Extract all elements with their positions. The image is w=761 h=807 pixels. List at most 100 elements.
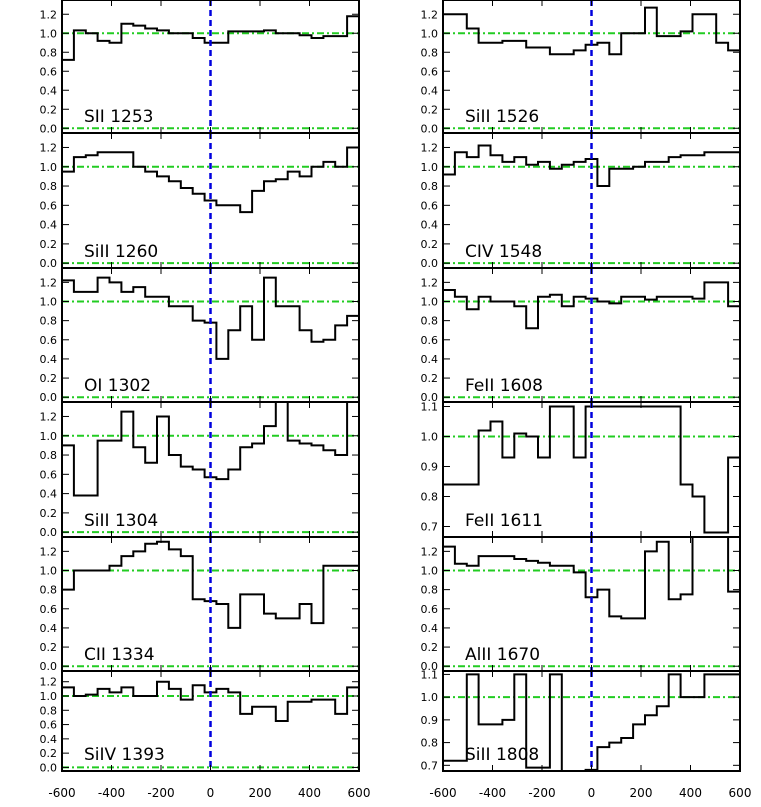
y-tick-label: 0.2 [40, 103, 58, 116]
y-tick-label: 0.4 [421, 219, 439, 232]
y-tick-label: 0.4 [421, 622, 439, 635]
y-tick-label: 0.8 [40, 180, 58, 193]
y-tick-label: 0.4 [40, 353, 58, 366]
y-tick-label: 0.4 [40, 84, 58, 97]
y-tick-label: 0.4 [40, 733, 58, 746]
x-tick-label: 200 [249, 786, 272, 800]
panel-feii-1611: 0.7 0.8 0.9 1.0 1.1 FeII 1611 [421, 401, 741, 538]
y-tick-label: 1.1 [421, 401, 439, 414]
x-tick-label: 0 [588, 786, 596, 800]
y-tick-label: 1.0 [40, 296, 58, 309]
y-tick-label: 1.2 [421, 276, 439, 289]
x-tick-label: -600 [48, 786, 75, 800]
panel-siii-1304: 0.0 0.2 0.4 0.6 0.8 1.0 1.2 SiII 1304 [40, 401, 360, 539]
panel-label: SiIV 1393 [84, 745, 165, 765]
y-tick-label: 0.0 [40, 761, 58, 774]
y-tick-label: 0.0 [40, 257, 58, 270]
panel-alii-1670: 0.0 0.2 0.4 0.6 0.8 1.0 1.2 AlII 1670 [421, 536, 741, 673]
panel-oi-1302: 0.0 0.2 0.4 0.6 0.8 1.0 1.2 OI 1302 [40, 267, 360, 404]
y-tick-label: 1.0 [40, 430, 58, 443]
spectrum-line [443, 281, 740, 330]
panel-sii-1253: 0.0 0.2 0.4 0.6 0.8 1.0 1.2 SII 1253 [40, 0, 360, 135]
y-tick-label: 1.2 [421, 545, 439, 558]
y-tick-label: 0.6 [40, 603, 58, 616]
panel-label: FeII 1608 [465, 376, 543, 396]
y-tick-label: 0.2 [40, 238, 58, 251]
y-tick-label: 0.8 [421, 491, 439, 504]
y-tick-label: 0.2 [421, 238, 439, 251]
y-tick-label: 0.8 [421, 180, 439, 193]
y-tick-label: 0.6 [421, 334, 439, 347]
y-tick-label: 0.4 [40, 219, 58, 232]
spectrum-line [62, 540, 359, 629]
y-tick-label: 1.2 [40, 676, 58, 689]
x-tick-label: 600 [729, 786, 752, 800]
y-tick-label: 0.6 [40, 468, 58, 481]
spectrum-line [443, 405, 740, 534]
y-tick-label: 1.0 [421, 431, 439, 444]
y-tick-label: 0.4 [421, 353, 439, 366]
y-tick-label: 0.0 [421, 660, 439, 673]
panel-cii-1334: 0.0 0.2 0.4 0.6 0.8 1.0 1.2 CII 1334 [40, 536, 360, 673]
y-tick-label: 1.2 [421, 8, 439, 21]
y-tick-label: 0.8 [40, 584, 58, 597]
panel-civ-1548: 0.0 0.2 0.4 0.6 0.8 1.0 1.2 CIV 1548 [421, 132, 741, 270]
spectrum-line [443, 6, 740, 56]
y-tick-label: 1.2 [40, 141, 58, 154]
y-tick-label: 0.6 [40, 334, 58, 347]
y-tick-label: 0.4 [40, 488, 58, 501]
panel-label: FeII 1611 [465, 511, 543, 531]
x-tick-label: -200 [528, 786, 555, 800]
y-tick-label: 0.8 [421, 737, 439, 750]
y-tick-label: 0.8 [421, 584, 439, 597]
y-tick-label: 1.2 [40, 410, 58, 423]
y-tick-label: 0.4 [40, 622, 58, 635]
spectrum-line [443, 144, 740, 187]
y-tick-label: 0.2 [40, 507, 58, 520]
y-tick-label: 0.8 [421, 315, 439, 328]
y-tick-label: 0.6 [40, 719, 58, 732]
y-tick-label: 0.2 [40, 641, 58, 654]
x-tick-label: 200 [630, 786, 653, 800]
x-tick-label: 400 [679, 786, 702, 800]
y-tick-label: 0.2 [421, 103, 439, 116]
y-tick-label: 0.4 [421, 84, 439, 97]
y-tick-label: 1.2 [40, 545, 58, 558]
y-tick-label: 1.1 [421, 668, 439, 681]
y-tick-label: 0.8 [40, 46, 58, 59]
spectrum-line [62, 15, 359, 61]
panel-label: SiII 1304 [84, 511, 158, 531]
x-tick-label: -400 [98, 786, 125, 800]
spectrum-line [443, 673, 740, 771]
panel-label: SII 1253 [84, 107, 154, 127]
y-tick-label: 1.0 [421, 565, 439, 578]
y-tick-label: 1.0 [421, 296, 439, 309]
y-tick-label: 0.6 [40, 65, 58, 78]
y-tick-label: 0.2 [40, 372, 58, 385]
x-tick-label: 400 [298, 786, 321, 800]
x-tick-label: -200 [147, 786, 174, 800]
y-tick-label: 0.6 [421, 603, 439, 616]
y-tick-label: 0.0 [40, 122, 58, 135]
y-tick-label: 0.7 [421, 521, 439, 534]
y-tick-label: 0.0 [40, 660, 58, 673]
y-tick-label: 0.8 [421, 46, 439, 59]
panel-label: SiII 1260 [84, 242, 158, 262]
y-tick-label: 0.0 [40, 526, 58, 539]
x-tick-label: -600 [429, 786, 456, 800]
x-tick-label: -400 [479, 786, 506, 800]
y-tick-label: 1.0 [40, 27, 58, 40]
y-tick-label: 0.2 [40, 747, 58, 760]
y-tick-label: 0.0 [421, 391, 439, 404]
y-tick-label: 0.6 [421, 65, 439, 78]
panel-label: SiII 1526 [465, 107, 539, 127]
y-tick-label: 0.2 [421, 641, 439, 654]
y-tick-label: 1.0 [421, 27, 439, 40]
panel-label: AlII 1670 [465, 645, 540, 665]
spectrum-line [62, 402, 359, 497]
panel-siii-1260: 0.0 0.2 0.4 0.6 0.8 1.0 1.2 SiII 1260 [40, 132, 360, 270]
y-tick-label: 1.0 [40, 690, 58, 703]
panel-label: CIV 1548 [465, 242, 542, 262]
y-tick-label: 0.6 [421, 199, 439, 212]
y-tick-label: 1.0 [40, 161, 58, 174]
